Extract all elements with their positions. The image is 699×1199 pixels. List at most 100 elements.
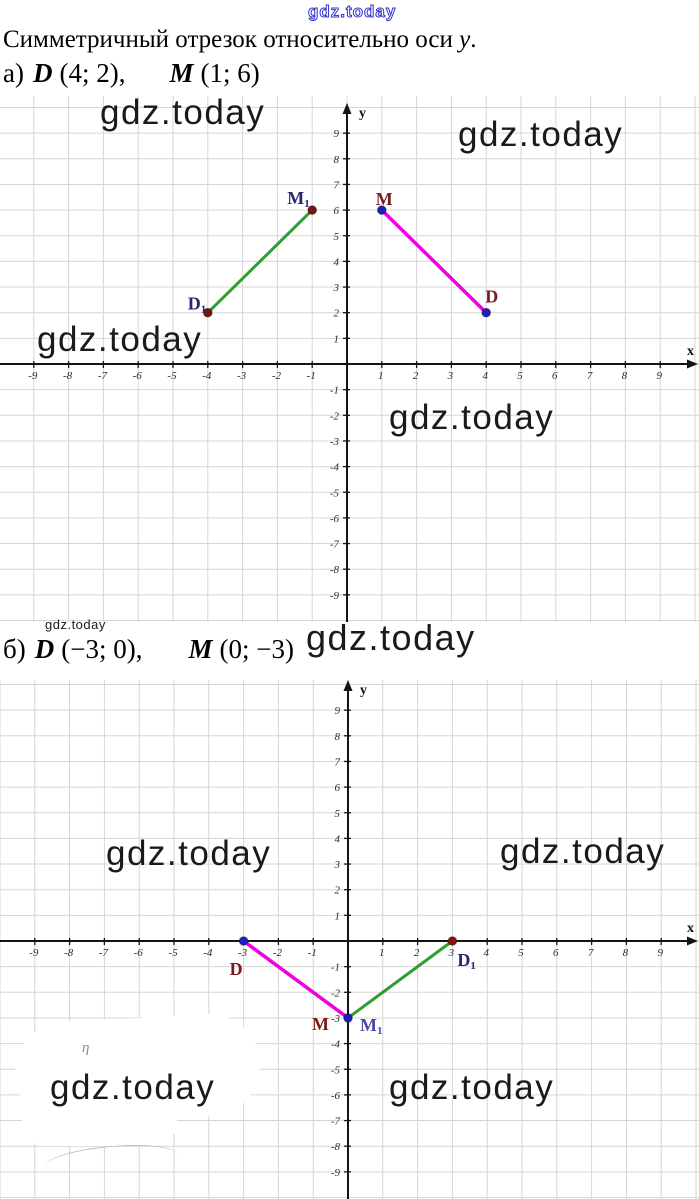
svg-text:-8: -8	[331, 1141, 341, 1153]
svg-text:-5: -5	[168, 947, 178, 959]
problem-b: б) D (−3; 0), M (0; −3)	[3, 634, 294, 665]
svg-text:-6: -6	[133, 370, 143, 382]
svg-text:-8: -8	[63, 370, 73, 382]
segment-1	[206, 208, 314, 315]
tick-labels: -9 -8 -7 -6 -5 -4 -3 -2 -1 1 2 3 4 5 6 7 8 9 9 8 7 6 5 4 3 2 1 -1 -2…	[28, 128, 662, 602]
point-label-D1: D1	[188, 294, 207, 316]
problem-a-point2-coords: (1; 6)	[200, 58, 260, 88]
problem-b-point2-name: M	[188, 634, 213, 664]
point-D	[481, 307, 492, 318]
svg-text:5: 5	[335, 808, 341, 820]
svg-text:7: 7	[587, 370, 593, 382]
axes	[0, 103, 698, 622]
watermark: gdz.today	[306, 617, 476, 658]
x-axis-arrow	[687, 359, 698, 369]
svg-text:6: 6	[334, 205, 340, 217]
svg-text:-8: -8	[330, 564, 340, 576]
title-period: .	[470, 26, 477, 53]
svg-text:6: 6	[552, 370, 558, 382]
page-title: Симметричный отрезок относительно оси y.	[3, 26, 477, 54]
svg-text:2: 2	[334, 308, 340, 320]
svg-text:-3: -3	[331, 1013, 341, 1025]
point-M	[343, 1013, 353, 1023]
svg-text:1: 1	[378, 370, 384, 382]
point-label-M1: M1	[360, 1015, 383, 1037]
segment-0	[241, 939, 350, 1020]
problem-a-point2-name: M	[169, 58, 194, 88]
svg-text:-2: -2	[330, 410, 340, 422]
svg-text:-5: -5	[331, 1064, 341, 1076]
y-axis-label: y	[360, 683, 367, 698]
svg-text:5: 5	[334, 231, 340, 243]
svg-text:3: 3	[333, 282, 340, 294]
svg-text:-1: -1	[331, 962, 340, 974]
x-axis-arrow	[687, 936, 698, 946]
svg-text:3: 3	[334, 859, 341, 871]
point-M	[377, 205, 387, 215]
point-label-M: M	[376, 189, 393, 209]
point-M1	[307, 205, 318, 215]
svg-text:6: 6	[553, 947, 559, 959]
svg-text:2: 2	[335, 885, 341, 897]
title-axis-letter: y	[459, 26, 471, 53]
svg-text:4: 4	[483, 947, 489, 959]
svg-text:-3: -3	[238, 947, 248, 959]
whiteout-patch	[22, 1098, 177, 1146]
svg-text:-7: -7	[99, 947, 109, 959]
svg-text:9: 9	[335, 705, 341, 717]
svg-text:-7: -7	[98, 370, 108, 382]
problem-a-label: а)	[3, 58, 24, 88]
svg-text:4: 4	[334, 256, 340, 268]
problem-a: а) D (4; 2), M (1; 6)	[3, 58, 260, 89]
axis-letters: xy	[359, 106, 694, 359]
svg-text:-6: -6	[331, 1090, 341, 1102]
watermark: gdz.today	[50, 1068, 216, 1107]
svg-text:7: 7	[588, 947, 594, 959]
point-D	[238, 936, 249, 946]
axis-letters: xy	[360, 683, 694, 936]
point-label-D: D	[485, 287, 498, 307]
svg-text:2: 2	[413, 370, 419, 382]
x-axis-label: x	[687, 921, 694, 936]
svg-text:1: 1	[379, 947, 385, 959]
svg-text:4: 4	[335, 833, 341, 845]
tick-labels: -9 -8 -7 -6 -5 -4 -3 -2 -1 1 2 3 4 5 6 7 8 9 9 8 7 6 5 4 3 2 1 -1 -2…	[29, 705, 663, 1179]
svg-text:8: 8	[623, 947, 629, 959]
svg-text:-9: -9	[331, 1167, 341, 1179]
svg-text:-2: -2	[272, 370, 282, 382]
problem-b-point1-coords: (−3; 0),	[61, 634, 143, 664]
svg-text:7: 7	[335, 756, 341, 768]
watermark: gdz.today	[37, 320, 203, 359]
svg-text:-4: -4	[331, 1039, 341, 1051]
svg-text:9: 9	[657, 947, 663, 959]
watermark-top: gdz.today	[307, 2, 397, 21]
svg-text:4: 4	[482, 370, 488, 382]
point-label-D1: D1	[457, 950, 476, 972]
problem-b-point2-coords: (0; −3)	[219, 634, 294, 664]
segment-0	[380, 208, 488, 315]
svg-text:9: 9	[656, 370, 662, 382]
problem-b-label: б)	[3, 634, 26, 664]
svg-text:-7: -7	[330, 539, 340, 551]
svg-text:1: 1	[335, 910, 341, 922]
svg-text:8: 8	[622, 370, 628, 382]
y-axis-arrow	[342, 103, 352, 114]
svg-text:-9: -9	[29, 947, 39, 959]
point-label-M: M	[312, 1014, 329, 1034]
svg-text:2: 2	[414, 947, 420, 959]
segment-1	[346, 939, 454, 1020]
y-axis-label: y	[359, 106, 366, 121]
svg-text:-6: -6	[134, 947, 144, 959]
svg-text:-5: -5	[330, 487, 340, 499]
svg-text:-2: -2	[331, 987, 341, 999]
svg-text:8: 8	[334, 154, 340, 166]
coordinate-plane-b: -9 -8 -7 -6 -5 -4 -3 -2 -1 1 2 3 4 5 6 7 8 9 9 8 7 6 5 4 3 2 1 -1 -2…	[0, 680, 699, 1199]
svg-text:3: 3	[447, 370, 454, 382]
point-D1	[447, 936, 458, 946]
title-text: Симметричный отрезок относительно оси	[3, 26, 460, 53]
svg-text:-1: -1	[307, 370, 316, 382]
svg-text:5: 5	[517, 370, 523, 382]
point-label-M1: M1	[287, 188, 310, 210]
y-axis-arrow	[343, 680, 353, 691]
watermark: gdz.today	[500, 832, 666, 871]
